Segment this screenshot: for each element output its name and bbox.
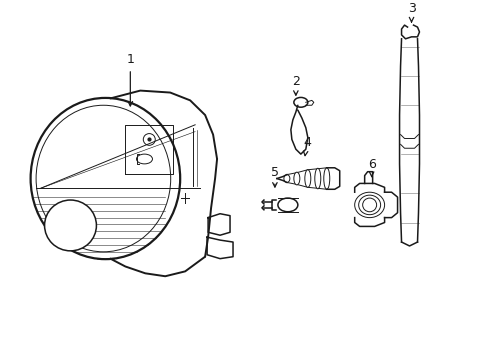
Ellipse shape (362, 198, 376, 212)
Ellipse shape (44, 200, 96, 251)
Text: 6: 6 (367, 158, 375, 177)
Text: 5: 5 (270, 166, 278, 187)
Text: 4: 4 (302, 136, 310, 156)
Ellipse shape (284, 175, 289, 183)
Text: 1: 1 (126, 53, 134, 106)
Ellipse shape (304, 170, 310, 187)
Ellipse shape (314, 168, 320, 189)
Ellipse shape (323, 168, 329, 189)
Ellipse shape (293, 172, 299, 185)
Text: 3: 3 (407, 3, 415, 22)
Text: 2: 2 (291, 75, 299, 95)
Ellipse shape (354, 192, 384, 217)
Ellipse shape (358, 195, 380, 215)
Ellipse shape (277, 198, 297, 212)
